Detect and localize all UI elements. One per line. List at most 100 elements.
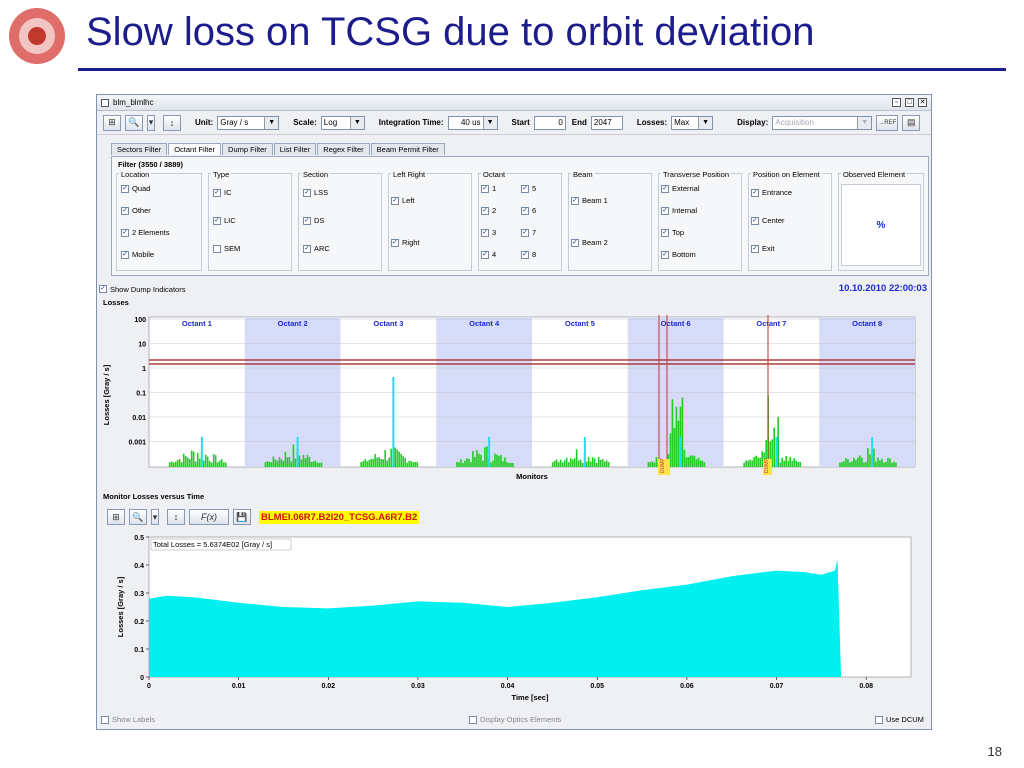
section-group: Section ✓ LSS ✓ DS ✓ ARC (298, 170, 382, 271)
tab-beam-permit-filter[interactable]: Beam Permit Filter (370, 143, 445, 155)
external-checkbox[interactable]: ✓ External (661, 184, 700, 193)
location-group: Location ✓ Quad ✓ Other ✓ 2 Elements ✓ Mobil… (116, 170, 202, 271)
time-xtick-label: 0.06 (680, 683, 694, 690)
location-quad-checkbox[interactable]: ✓ Quad (121, 184, 151, 193)
center-checkbox[interactable]: ✓ Center (751, 216, 785, 225)
display-label: Display: (737, 118, 769, 127)
time-xtick-label: 0.01 (232, 683, 246, 690)
location-2-elements-checkbox[interactable]: ✓ 2 Elements (121, 228, 170, 237)
octant-1-checkbox[interactable]: ✓ 1 (481, 184, 497, 193)
restore-icon[interactable]: ▫ (892, 98, 901, 107)
section-ds-checkbox[interactable]: ✓ DS (303, 216, 325, 225)
scale-select[interactable]: Log ▼ (320, 115, 365, 130)
losses-select[interactable]: Max ▼ (671, 115, 714, 130)
bottom-checkbox[interactable]: ✓ Bottom (661, 250, 696, 259)
time-xtick-label: 0.08 (859, 683, 873, 690)
beam-1-checkbox[interactable]: ✓ Beam 1 (571, 196, 608, 205)
function-button[interactable]: F(x) (189, 509, 229, 525)
save-icon[interactable]: 💾 (233, 509, 251, 525)
section-arc-checkbox[interactable]: ✓ ARC (303, 244, 330, 253)
octant-6-checkbox[interactable]: ✓ 6 (521, 206, 537, 215)
zoom-dropdown-button[interactable]: ▾ (147, 114, 155, 131)
octant-label: Octant 4 (469, 319, 500, 328)
display-select[interactable]: Acquisition ▼ (772, 115, 873, 130)
unit-select[interactable]: Gray / s ▼ (217, 115, 280, 130)
losses-bar-chart[interactable]: Octant 1 Octant 2 Octant 3 Octant 4 Octant 5… (99, 307, 929, 485)
location-mobile-checkbox[interactable]: ✓ Mobile (121, 250, 155, 259)
octant-label: Octant 5 (565, 319, 595, 328)
losses-ytick-label: 100 (134, 317, 146, 324)
octant-band (436, 317, 532, 467)
chevron-down-icon: ▼ (482, 116, 497, 129)
chevron-down-icon: ▼ (349, 116, 364, 129)
zoom-button[interactable]: 🔍 (129, 509, 147, 525)
right-checkbox[interactable]: ✓ Right (391, 238, 420, 247)
chevron-down-icon: ▼ (857, 116, 872, 129)
time-xtick-label: 0.02 (321, 683, 335, 690)
lhc-logo-icon (9, 8, 65, 64)
octant-7-checkbox[interactable]: ✓ 7 (521, 228, 537, 237)
octant-4-checkbox[interactable]: ✓ 4 (481, 250, 497, 259)
exit-checkbox[interactable]: ✓ Exit (751, 244, 775, 253)
position-on-element-group: Position on Element ✓ Entrance ✓ Center ✓ E… (748, 170, 832, 271)
entrance-checkbox[interactable]: ✓ Entrance (751, 188, 793, 197)
show-labels-checkbox[interactable]: Show Labels (101, 715, 155, 724)
top-checkbox[interactable]: ✓ Top (661, 228, 685, 237)
integration-time-label: Integration Time: (378, 118, 444, 127)
octant-8-checkbox[interactable]: ✓ 8 (521, 250, 537, 259)
display-optics-checkbox[interactable]: Display Optics Elements (469, 715, 561, 724)
vertical-scale-button[interactable]: ↕ (167, 509, 185, 525)
type-sem-checkbox[interactable]: SEM (213, 244, 240, 253)
window-title: blm_blmlhc (113, 98, 154, 107)
fit-view-button[interactable]: ⊞ (107, 509, 125, 525)
end-label: End (571, 118, 587, 127)
time-xtick-label: 0.03 (411, 683, 425, 690)
octant-label: Octant 3 (373, 319, 403, 328)
losses-ytick-label: 0.001 (128, 440, 146, 447)
time-ylabel: Losses [Gray / s] (116, 576, 125, 637)
monitor-losses-time-chart[interactable]: 0 0.01 0.02 0.03 0.04 0.05 0.06 0.07 0.08 0 0.1 0.… (99, 531, 929, 711)
location-other-checkbox[interactable]: ✓ Other (121, 206, 151, 215)
transverse-position-group: Transverse Position ✓ External ✓ Internal … (658, 170, 742, 271)
tab-regex-filter[interactable]: Regex Filter (317, 143, 370, 155)
zoom-button[interactable]: 🔍 (125, 114, 143, 131)
close-icon[interactable]: ✕ (918, 98, 927, 107)
ref-button[interactable]: →REF (876, 114, 899, 131)
octant-band (819, 317, 915, 467)
octant-5-checkbox[interactable]: ✓ 5 (521, 184, 537, 193)
internal-checkbox[interactable]: ✓ Internal (661, 206, 698, 215)
position-group-title: Position on Element (751, 170, 822, 179)
end-spinner[interactable]: 2047 (590, 115, 623, 130)
maximize-icon[interactable]: □ (905, 98, 914, 107)
scale-label: Scale: (293, 118, 317, 127)
total-losses-annotation: Total Losses = 5.6374E02 [Gray / s] (153, 540, 272, 549)
time-ytick-label: 0.2 (134, 619, 144, 626)
blm-application-window: blm_blmlhc ▫ □ ✕ ⊞ 🔍 ▾ ↕ Unit: Gray / s ▼… (96, 94, 932, 730)
window-layout-button[interactable]: ▤ (902, 114, 921, 131)
chevron-down-icon: ▼ (264, 116, 279, 129)
fit-view-button[interactable]: ⊞ (103, 114, 121, 131)
tab-sectors-filter[interactable]: Sectors Filter (111, 143, 168, 155)
tab-dump-filter[interactable]: Dump Filter (222, 143, 273, 155)
left-checkbox[interactable]: ✓ Left (391, 196, 415, 205)
integration-time-select[interactable]: 40 us ▼ (447, 115, 498, 130)
beam-2-checkbox[interactable]: ✓ Beam 2 (571, 238, 608, 247)
start-spinner[interactable]: 0 (533, 115, 566, 130)
zoom-dropdown-button[interactable]: ▾ (151, 509, 159, 525)
observed-element-field[interactable]: % (841, 184, 921, 266)
window-titlebar[interactable]: blm_blmlhc ▫ □ ✕ (97, 95, 931, 111)
losses-xlabel: Monitors (516, 472, 548, 481)
tab-list-filter[interactable]: List Filter (273, 143, 317, 155)
use-dcum-checkbox[interactable]: Use DCUM (875, 715, 924, 724)
show-dump-indicators-checkbox[interactable]: ✓ Show Dump Indicators (99, 284, 186, 294)
losses-panel-title: Losses (103, 298, 129, 307)
section-lss-checkbox[interactable]: ✓ LSS (303, 188, 329, 197)
octant-2-checkbox[interactable]: ✓ 2 (481, 206, 497, 215)
tab-octant-filter[interactable]: Octant Filter (168, 143, 222, 155)
monitor-panel-title: Monitor Losses versus Time (103, 492, 205, 501)
type-lic-checkbox[interactable]: ✓ LIC (213, 216, 236, 225)
vertical-scale-button[interactable]: ↕ (163, 114, 181, 131)
time-ytick-label: 0 (140, 675, 144, 682)
type-ic-checkbox[interactable]: ✓ IC (213, 188, 232, 197)
octant-3-checkbox[interactable]: ✓ 3 (481, 228, 497, 237)
